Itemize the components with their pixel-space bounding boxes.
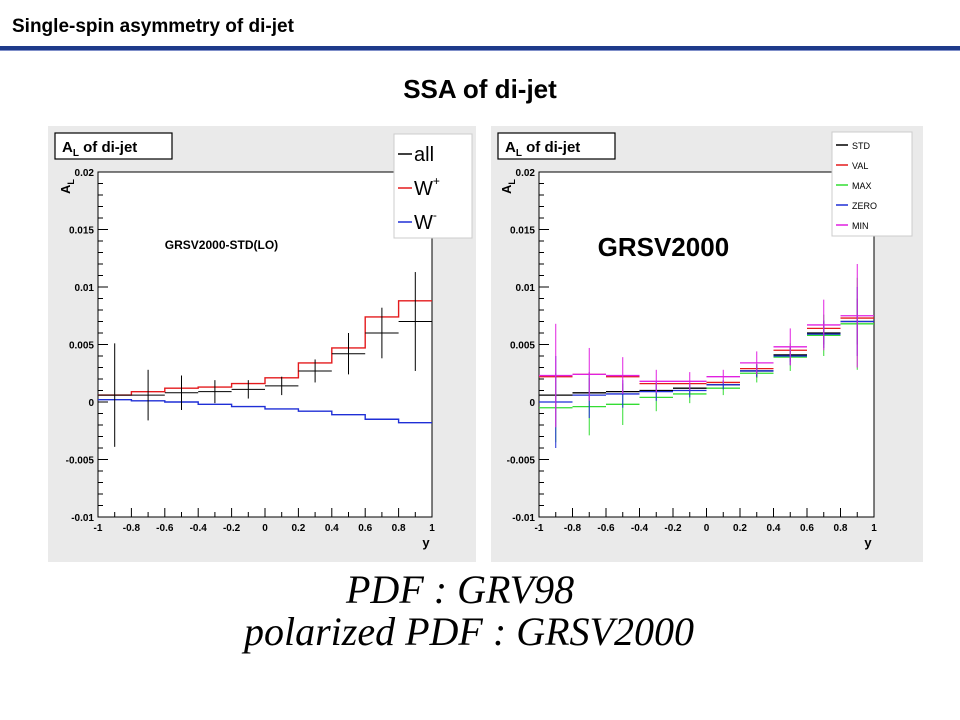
chart0-series-wplus-line: [98, 300, 432, 396]
chart1-title-main: A: [505, 139, 516, 156]
chart0-xtick-label: 0.8: [392, 523, 406, 534]
chart1-xtick-label: 0.2: [733, 523, 747, 534]
chart0-title: AL of di-jet: [62, 139, 137, 159]
chart0-ylabel-main: A: [58, 184, 73, 194]
chart0-title-sub: L: [73, 148, 79, 159]
chart1-xtick-label: 0: [704, 523, 710, 534]
chart0-title-rest: of di-jet: [79, 139, 137, 156]
chart1-title-sub: L: [516, 148, 522, 159]
chart1-plot-area: [538, 171, 875, 518]
chart1-ytick-label: 0.005: [510, 341, 535, 352]
chart0-title-main: A: [62, 139, 73, 156]
title-rule: [0, 46, 960, 50]
chart1-ytick-label: -0.01: [512, 513, 535, 524]
chart1-ytick-label: 0.01: [516, 283, 536, 294]
chart0-xtick-label: -0.4: [190, 523, 208, 534]
chart1-xtick-label: 0.8: [834, 523, 848, 534]
chart1-legend-box: [831, 131, 913, 237]
chart0-xtick-label: 0.4: [325, 523, 339, 534]
chart1-legend-label-min: MIN: [852, 221, 869, 231]
chart0-title-box: [54, 132, 173, 160]
chart0-xtick-label: 0: [262, 523, 268, 534]
chart0-xtick-label: 0.6: [358, 523, 372, 534]
chart1-xtick-label: -0.4: [631, 523, 649, 534]
chart1-title: AL of di-jet: [505, 139, 580, 159]
chart0-series-wminus-line: [98, 399, 432, 424]
chart0-plot-area: [97, 171, 433, 518]
chart0-xtick-label: -1: [94, 523, 103, 534]
chart0-ytick-label: 0: [88, 398, 94, 409]
chart1-xtick-label: -0.6: [597, 523, 615, 534]
chart1-xtick-label: 0.4: [767, 523, 781, 534]
chart1-legend-label-max: MAX: [852, 181, 872, 191]
chart0-xtick-label: 1: [429, 523, 435, 534]
chart0-ylabel: AL: [58, 179, 76, 194]
chart0-ylabel-sub: L: [66, 179, 76, 185]
chart1-title-box: [497, 132, 616, 160]
chart1-xtick-label: -1: [535, 523, 544, 534]
chart0-legend-label-main: W: [414, 178, 433, 200]
chart0-legend-label: W-: [414, 208, 437, 234]
chart1-ytick-label: 0.015: [510, 226, 535, 237]
chart0-ytick-label: 0.015: [69, 226, 94, 237]
chart-left: AL of di-jet-1 -0.8 -0.6 -0.4 -0.2 0 0.2 0.4 0.6…: [48, 126, 476, 562]
chart0-xtick-label: -0.6: [156, 523, 174, 534]
chart0-xtick-label: -0.2: [223, 523, 241, 534]
chart0-legend-label: all: [414, 144, 434, 166]
chart1-legend-label-zero: ZERO: [852, 201, 877, 211]
chart1-xlabel: y: [864, 535, 872, 550]
chart0-ytick-label: 0.005: [69, 341, 94, 352]
chart1-ylabel-sub: L: [507, 179, 517, 185]
chart0-legend-box: [393, 133, 473, 239]
chart1-ylabel-main: A: [499, 184, 514, 194]
chart0-legend-label-main: W: [414, 212, 433, 234]
chart1-legend-label-val: VAL: [852, 161, 868, 171]
chart1-title-rest: of di-jet: [522, 139, 580, 156]
chart1-xtick-label: -0.8: [564, 523, 582, 534]
chart-right: AL of di-jet-1 -0.8 -0.6 -0.4 -0.2 0 0.2 0.4 0.6…: [491, 126, 923, 562]
chart0-ytick-label: -0.01: [71, 513, 94, 524]
chart1-ytick-label: 0: [529, 398, 535, 409]
chart1-annotation: GRSV2000: [598, 232, 730, 262]
formula-polarized-pdf: polarized PDF : GRSV2000: [244, 609, 694, 654]
chart0-legend-label-sup: +: [433, 174, 440, 188]
slide-title: Single-spin asymmetry of di-jet: [12, 16, 294, 37]
chart0-legend-label-sup: -: [433, 208, 437, 222]
chart1-xtick-label: 1: [871, 523, 877, 534]
chart0-ytick-label: 0.01: [75, 283, 95, 294]
chart1-xtick-label: 0.6: [800, 523, 814, 534]
title-rule-thin: [0, 50, 960, 51]
chart1-legend-label-std: STD: [852, 141, 871, 151]
chart0-legend-label: W+: [414, 174, 440, 200]
main-heading: SSA of di-jet: [403, 74, 557, 104]
formula-pdf: PDF : GRV98: [346, 567, 575, 612]
chart0-ytick-label: -0.005: [66, 456, 95, 467]
chart0-legend-label-main: all: [414, 144, 434, 166]
chart1-ytick-label: 0.02: [516, 168, 536, 179]
chart0-xtick-label: -0.8: [123, 523, 141, 534]
chart1-xtick-label: -0.2: [664, 523, 682, 534]
chart1-ytick-label: -0.005: [507, 456, 536, 467]
chart0-ytick-label: 0.02: [75, 168, 95, 179]
chart1-ylabel: AL: [499, 179, 517, 194]
chart0-annotation: GRSV2000-STD(LO): [165, 238, 278, 252]
chart0-xtick-label: 0.2: [291, 523, 305, 534]
chart0-xlabel: y: [422, 535, 430, 550]
